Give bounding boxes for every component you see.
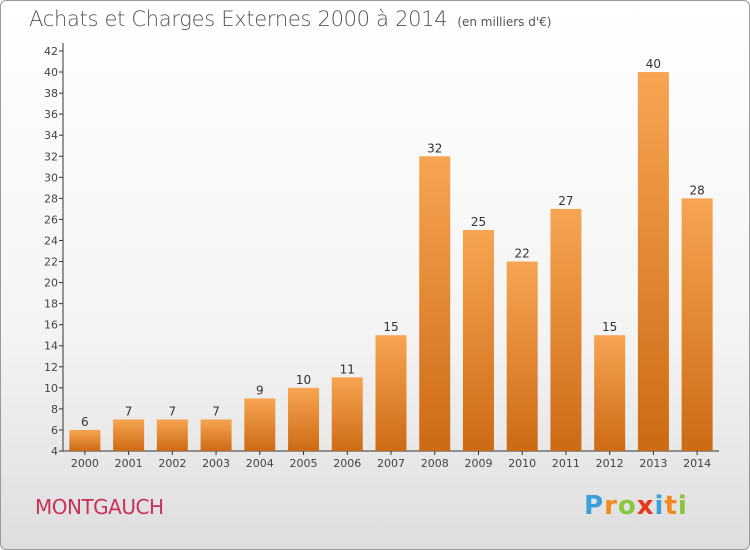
logo-letter: i (677, 491, 688, 521)
proxiti-logo[interactable]: Proxiti (584, 491, 688, 521)
logo-letter: P (584, 491, 605, 521)
y-tick-label: 32 (44, 150, 58, 163)
x-tick-label: 2008 (421, 457, 449, 470)
y-tick-label: 36 (44, 108, 58, 121)
logo-letter: i (654, 491, 665, 521)
y-tick-label: 42 (44, 45, 58, 58)
y-tick-label: 8 (51, 403, 58, 416)
x-tick-label: 2003 (202, 457, 230, 470)
bar-2011 (550, 208, 582, 451)
bar-value-label: 7 (212, 404, 220, 418)
y-tick-label: 18 (44, 298, 58, 311)
bar-value-label: 9 (256, 383, 264, 397)
bar-2010 (506, 261, 538, 451)
y-tick-label: 6 (51, 424, 58, 437)
y-tick-label: 26 (44, 213, 58, 226)
logo-letter: r (604, 491, 618, 521)
bar-value-label: 11 (340, 362, 355, 376)
bar-value-label: 28 (689, 183, 704, 197)
y-tick-label: 14 (44, 340, 58, 353)
bar-2006 (331, 377, 363, 451)
bar-2012 (594, 335, 626, 451)
logo-letter: o (617, 491, 637, 521)
y-tick-label: 40 (44, 66, 58, 79)
y-tick-label: 34 (44, 129, 58, 142)
chart-title-block: Achats et Charges Externes 2000 à 2014 (e… (29, 7, 551, 31)
x-tick-label: 2013 (639, 457, 667, 470)
x-tick-label: 2007 (377, 457, 405, 470)
x-tick-label: 2005 (290, 457, 318, 470)
y-tick-label: 4 (51, 445, 58, 458)
y-tick-label: 30 (44, 171, 58, 184)
x-tick-label: 2011 (552, 457, 580, 470)
y-tick-label: 28 (44, 192, 58, 205)
y-tick-label: 22 (44, 256, 58, 269)
x-tick-label: 2006 (333, 457, 361, 470)
bar-2013 (637, 72, 669, 451)
x-tick-label: 2004 (246, 457, 274, 470)
bar-value-label: 22 (515, 247, 530, 261)
bar-value-label: 15 (383, 320, 398, 334)
y-tick-label: 16 (44, 319, 58, 332)
bar-2001 (113, 419, 145, 451)
chart-axes: 4 6 8 10 12 14 16 18 20 22 24 26 28 30 32 34 36 38 40 42 200… (44, 43, 719, 470)
chart-unit-label: (en milliers d'€) (457, 15, 552, 29)
commune-name: MONTGAUCH (35, 495, 164, 519)
chart-title: Achats et Charges Externes 2000 à 2014 (29, 7, 448, 31)
bar-value-label: 15 (602, 320, 617, 334)
bar-value-label: 10 (296, 373, 311, 387)
bar-2008 (419, 156, 451, 451)
bar-2014 (681, 198, 713, 451)
y-tick-label: 20 (44, 277, 58, 290)
logo-letter: x (636, 491, 655, 521)
bar-value-label: 25 (471, 215, 486, 229)
bar-2005 (288, 387, 320, 451)
x-tick-label: 2002 (158, 457, 186, 470)
bar-2004 (244, 398, 276, 451)
x-tick-label: 2010 (508, 457, 536, 470)
y-tick-label: 24 (44, 234, 58, 247)
x-tick-label: 2009 (464, 457, 492, 470)
bar-value-label: 6 (81, 415, 89, 429)
y-tick-label: 38 (44, 87, 58, 100)
bar-2002 (156, 419, 188, 451)
bar-2000 (69, 429, 101, 451)
x-tick-label: 2000 (71, 457, 99, 470)
bar-value-label: 32 (427, 141, 442, 155)
bar-value-label: 7 (125, 404, 133, 418)
y-tick-label: 10 (44, 382, 58, 395)
x-tick-label: 2012 (596, 457, 624, 470)
logo-letter: t (664, 491, 678, 521)
y-tick-label: 12 (44, 361, 58, 374)
chart-bars: 6 7 7 7 9 10 11 15 32 25 22 27 15 40 28 (69, 57, 713, 451)
bar-value-label: 40 (646, 57, 661, 71)
x-tick-label: 2001 (115, 457, 143, 470)
bar-value-label: 7 (169, 404, 177, 418)
x-tick-label: 2014 (683, 457, 711, 470)
bar-2007 (375, 335, 407, 451)
bar-2003 (200, 419, 232, 451)
bar-2009 (462, 229, 494, 451)
bar-value-label: 27 (558, 194, 573, 208)
